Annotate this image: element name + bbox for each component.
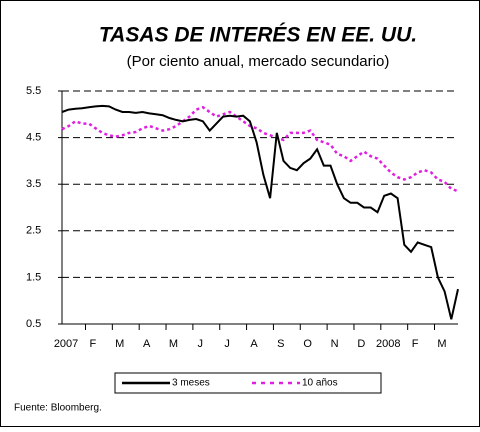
x-tick-label: J <box>224 338 230 350</box>
x-tick-label: D <box>357 338 365 350</box>
y-tick-label: 0.5 <box>26 318 41 330</box>
x-tick-label: N <box>331 338 339 350</box>
y-tick-label: 3.5 <box>26 178 41 190</box>
x-tick-label: S <box>277 338 284 350</box>
chart-subtitle: (Por ciento anual, mercado secundario) <box>127 53 390 70</box>
legend-label: 3 meses <box>172 378 210 389</box>
legend-label: 10 años <box>302 378 338 389</box>
x-tick-label: M <box>169 338 178 350</box>
y-tick-label: 2.5 <box>26 225 41 237</box>
chart-title: TASAS DE INTERÉS EN EE. UU. <box>99 24 417 47</box>
y-tick-label: 4.5 <box>26 132 41 144</box>
series-line <box>61 105 459 193</box>
x-tick-label: A <box>143 338 151 350</box>
x-tick-label: O <box>303 338 312 350</box>
y-tick-label: 5.5 <box>26 85 41 97</box>
y-tick-label: 1.5 <box>26 271 41 283</box>
series-line <box>61 104 459 320</box>
x-tick-label: F <box>90 338 97 350</box>
x-tick-label: A <box>250 338 258 350</box>
x-tick-label: M <box>115 338 124 350</box>
x-tick-label: 2008 <box>376 338 400 350</box>
x-tick-label: F <box>412 338 419 350</box>
legend-box <box>114 372 382 394</box>
x-tick-label: 2007 <box>54 338 78 350</box>
x-tick-label: M <box>437 338 446 350</box>
source: Fuente: Bloomberg. <box>14 403 102 414</box>
x-tick-label: J <box>198 338 204 350</box>
